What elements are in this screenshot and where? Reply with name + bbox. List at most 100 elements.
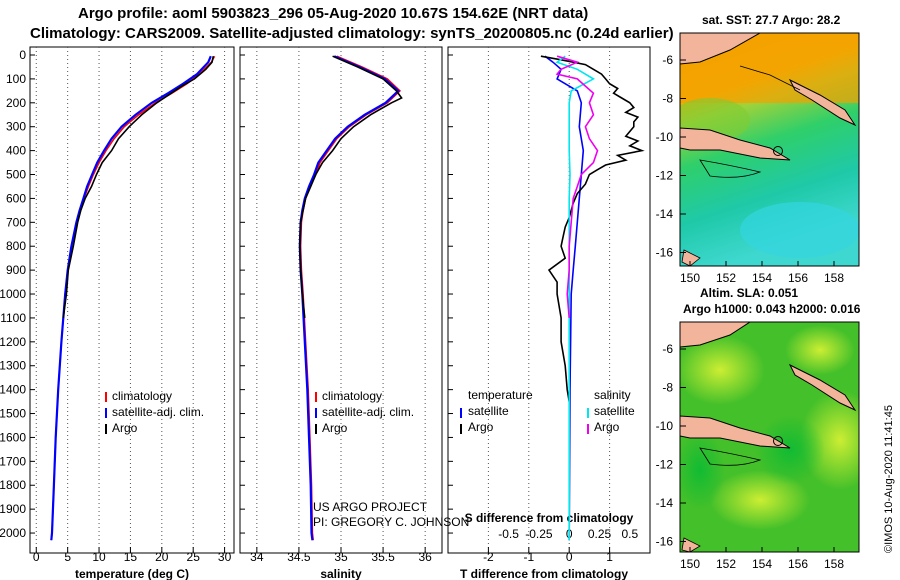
series-line-salinity-profile-satellite-adj-clim- xyxy=(298,55,400,541)
map-lat-label: -6 xyxy=(662,342,673,356)
depth-tick-label: 1400 xyxy=(0,383,26,397)
map-lon-label: 156 xyxy=(788,271,808,285)
depth-tick-label: 200 xyxy=(6,96,26,110)
series-line-difference-profile-s-argo xyxy=(555,55,599,318)
argo-float-marker-sla xyxy=(773,436,783,446)
x-tick-label: 35.5 xyxy=(371,550,395,564)
legend-label: Argo xyxy=(468,420,494,434)
legend-label: satellite-adj. clim. xyxy=(322,405,414,419)
map-lat-label: -6 xyxy=(662,53,673,67)
imos-timestamp: ©IMOS 10-Aug-2020 11:41:45 xyxy=(883,405,895,553)
series-line-temperature-profile-argo xyxy=(62,56,215,319)
map-lon-label: 156 xyxy=(788,557,808,571)
x-tick-label: 20 xyxy=(155,550,169,564)
land-solomon-islands-sla xyxy=(788,363,857,412)
panel-frame-difference-profile xyxy=(447,46,651,554)
depth-tick-label: 1500 xyxy=(0,407,26,421)
depth-tick-label: 1100 xyxy=(0,311,26,325)
depth-tick-label: 1800 xyxy=(0,478,26,492)
map-lon-label: 152 xyxy=(716,271,736,285)
map-lat-label: -8 xyxy=(662,92,673,106)
x-tick-label: 35 xyxy=(334,550,348,564)
depth-tick-label: 900 xyxy=(6,263,26,277)
s-axis-label: S difference from climatology xyxy=(465,511,634,525)
legend-label: Argo xyxy=(594,420,620,434)
x-tick-label: -1 xyxy=(523,550,534,564)
credit-line-2: PI: GREGORY C. JOHNSON xyxy=(313,515,469,529)
series-line-difference-profile-t-argo xyxy=(540,55,645,402)
map-lon-label: 150 xyxy=(680,557,700,571)
x-tick-label: 5 xyxy=(64,550,71,564)
argo-float-marker-sst xyxy=(773,146,783,156)
land-papuan-peninsula-sla xyxy=(680,415,791,449)
chart-title-line1: Argo profile: aoml 5903823_296 05-Aug-20… xyxy=(78,5,589,22)
map-lon-label: 154 xyxy=(752,271,772,285)
x-tick-label: 34 xyxy=(250,550,264,564)
x-tick-label: 10 xyxy=(92,550,106,564)
x-tick-label: 25 xyxy=(187,550,201,564)
x-axis-label: temperature (deg C) xyxy=(75,567,189,580)
depth-tick-label: 700 xyxy=(6,215,26,229)
legend-label: satellite xyxy=(468,404,509,418)
map-lat-label: -12 xyxy=(656,169,674,183)
x-tick-label: 34.5 xyxy=(287,550,311,564)
series-line-salinity-profile-argo xyxy=(298,55,403,318)
depth-tick-label: 300 xyxy=(6,120,26,134)
chart-title-line2: Climatology: CARS2009. Satellite-adjuste… xyxy=(30,25,674,42)
depth-tick-label: 500 xyxy=(6,168,26,182)
land-new-guinea xyxy=(680,33,762,65)
sst-map xyxy=(679,32,860,267)
legend-title-temperature: temperature xyxy=(468,388,533,402)
legend-label: satellite xyxy=(594,404,635,418)
x-tick-label: 1 xyxy=(606,550,613,564)
land-solomon-islands xyxy=(788,78,857,127)
depth-tick-label: 1300 xyxy=(0,359,26,373)
depth-tick-label: 800 xyxy=(6,239,26,253)
x-tick-label: 15 xyxy=(124,550,138,564)
depth-tick-label: 1600 xyxy=(0,430,26,444)
x-tick-label: 30 xyxy=(218,550,232,564)
land-new-guinea-sla xyxy=(680,322,751,348)
depth-tick-label: 1700 xyxy=(0,454,26,468)
map-lat-label: -10 xyxy=(656,419,674,433)
s-tick-label: 0.5 xyxy=(621,527,638,541)
s-tick-label: -0.5 xyxy=(498,527,519,541)
map-lat-label: -16 xyxy=(656,246,674,260)
map-lat-label: -16 xyxy=(656,535,674,549)
depth-tick-label: 600 xyxy=(6,191,26,205)
legend-label: Argo xyxy=(322,421,348,435)
sla-map xyxy=(679,321,860,553)
legend-label: climatology xyxy=(322,389,382,403)
map-lat-label: -8 xyxy=(662,381,673,395)
land-papuan-peninsula xyxy=(680,127,791,161)
map-lon-label: 158 xyxy=(824,271,844,285)
series-line-difference-profile-t-satellite xyxy=(544,55,585,541)
depth-tick-label: 1000 xyxy=(0,287,26,301)
sst-map-title: sat. SST: 27.7 Argo: 28.2 xyxy=(702,13,841,27)
depth-tick-label: 100 xyxy=(6,72,26,86)
depth-tick-label: 1900 xyxy=(0,502,26,516)
map-lon-label: 152 xyxy=(716,557,736,571)
map-lon-label: 150 xyxy=(680,271,700,285)
x-axis-label: T difference from climatology xyxy=(460,567,628,580)
series-line-temperature-profile-climatology xyxy=(50,55,216,541)
legend-title-salinity: salinity xyxy=(594,388,631,402)
map-lat-label: -14 xyxy=(656,207,674,221)
map-lat-label: -14 xyxy=(656,496,674,510)
depth-tick-label: 1200 xyxy=(0,335,26,349)
sla-map-title-1: Altim. SLA: 0.051 xyxy=(700,286,798,300)
x-axis-label: salinity xyxy=(320,567,362,580)
map-lon-label: 158 xyxy=(824,557,844,571)
series-line-difference-profile-s-satellite xyxy=(555,55,596,541)
legend-label: Argo xyxy=(112,421,138,435)
depth-tick-label: 2000 xyxy=(0,526,26,540)
map-lat-label: -12 xyxy=(656,458,674,472)
legend-label: satellite-adj. clim. xyxy=(112,405,204,419)
map-lon-label: 154 xyxy=(752,557,772,571)
panel-frame-temperature-profile xyxy=(29,46,235,554)
x-tick-label: 0 xyxy=(566,550,573,564)
x-tick-label: -2 xyxy=(483,550,494,564)
x-tick-label: 36 xyxy=(418,550,432,564)
credit-line-1: US ARGO PROJECT xyxy=(313,500,428,514)
